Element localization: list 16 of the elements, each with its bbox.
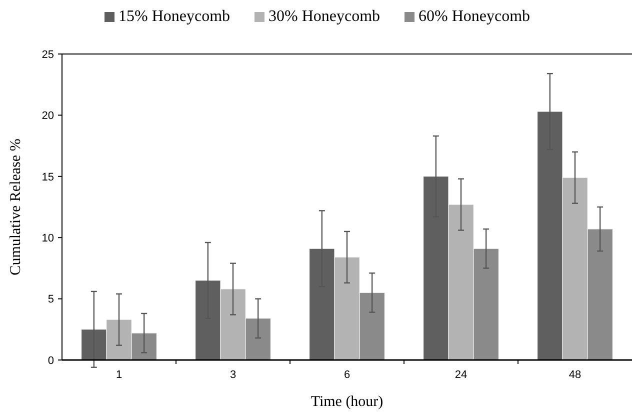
y-tick-label: 0 <box>48 354 54 367</box>
x-tick-label: 24 <box>454 369 468 381</box>
legend-label: 30% Honeycomb <box>268 8 380 25</box>
y-tick-label: 25 <box>42 48 54 61</box>
x-tick-label: 3 <box>230 369 236 381</box>
x-axis-title: Time (hour) <box>310 394 384 410</box>
x-tick-label: 1 <box>116 369 122 381</box>
y-axis-title: Cumulative Release % <box>8 138 24 276</box>
legend-label: 60% Honeycomb <box>418 8 530 25</box>
y-tick-label: 5 <box>48 294 54 306</box>
x-tick-label: 48 <box>568 369 582 381</box>
y-tick-label: 15 <box>42 171 54 184</box>
x-tick-label: 6 <box>344 369 350 381</box>
y-tick-label: 20 <box>42 110 54 122</box>
y-tick-label: 10 <box>42 232 54 244</box>
legend-label: 15% Honeycomb <box>118 8 230 25</box>
